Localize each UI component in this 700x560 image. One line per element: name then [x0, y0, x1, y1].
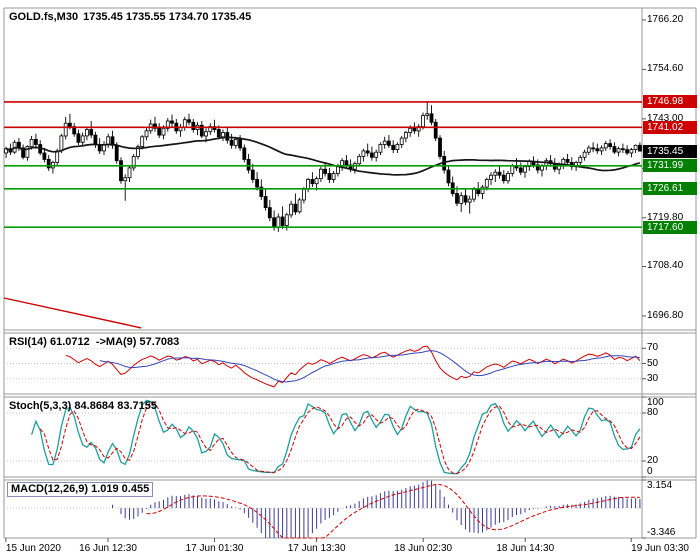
- macd-indicator-label[interactable]: MACD(12,26,9) 1.019 0.455: [7, 482, 154, 497]
- axis-tick-marks: [5, 19, 646, 542]
- price-scale[interactable]: [643, 8, 700, 539]
- chart-header: GOLD.fs,M30 1735.45 1735.55 1734.70 1735.…: [9, 11, 251, 23]
- stoch-indicator-label[interactable]: Stoch(5,3,3) 84.8684 83.7155: [9, 400, 157, 412]
- support-resistance-lines: [4, 101, 642, 228]
- panel-borders: [3, 7, 697, 539]
- trend-line: [3, 297, 142, 329]
- rsi-lines: [65, 345, 641, 388]
- macd-histogram: [112, 480, 641, 538]
- candlesticks: [4, 101, 642, 232]
- macd-signal-line: [146, 484, 640, 539]
- moving-average-line: [5, 136, 641, 176]
- rsi-indicator-label[interactable]: RSI(14) 61.0712 ->MA(9) 57.7083: [9, 336, 180, 348]
- ohlc-readout: 1735.45 1735.55 1734.70 1735.45: [83, 11, 252, 23]
- indicator-level-lines: [4, 347, 642, 509]
- symbol-timeframe: GOLD.fs,M30: [9, 11, 79, 23]
- stoch-lines: [30, 399, 641, 475]
- time-scale[interactable]: [4, 539, 642, 559]
